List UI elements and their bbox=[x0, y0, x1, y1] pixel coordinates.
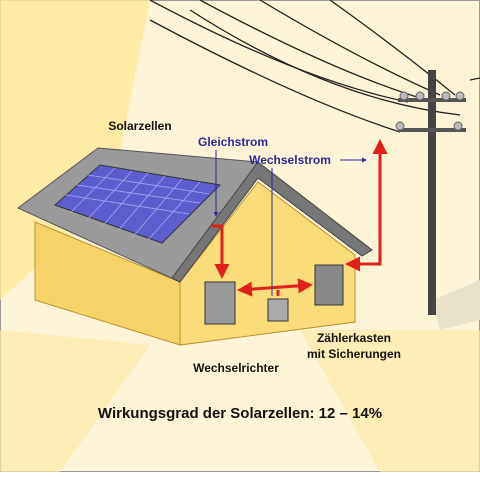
label: mit Sicherungen bbox=[307, 347, 401, 361]
page: Solarzellen Gleichstrom Wechselstrom Wec… bbox=[0, 0, 480, 477]
label: Solarzellen bbox=[108, 119, 171, 133]
label: Zählerkasten bbox=[317, 331, 391, 345]
caption: Wirkungsgrad der Solarzellen: 12 – 14% bbox=[98, 405, 382, 422]
label: Gleichstrom bbox=[198, 135, 268, 149]
label: Wechselrichter bbox=[193, 361, 279, 375]
label: Wechselstrom bbox=[249, 153, 331, 167]
diagram: Solarzellen Gleichstrom Wechselstrom Wec… bbox=[0, 0, 480, 472]
